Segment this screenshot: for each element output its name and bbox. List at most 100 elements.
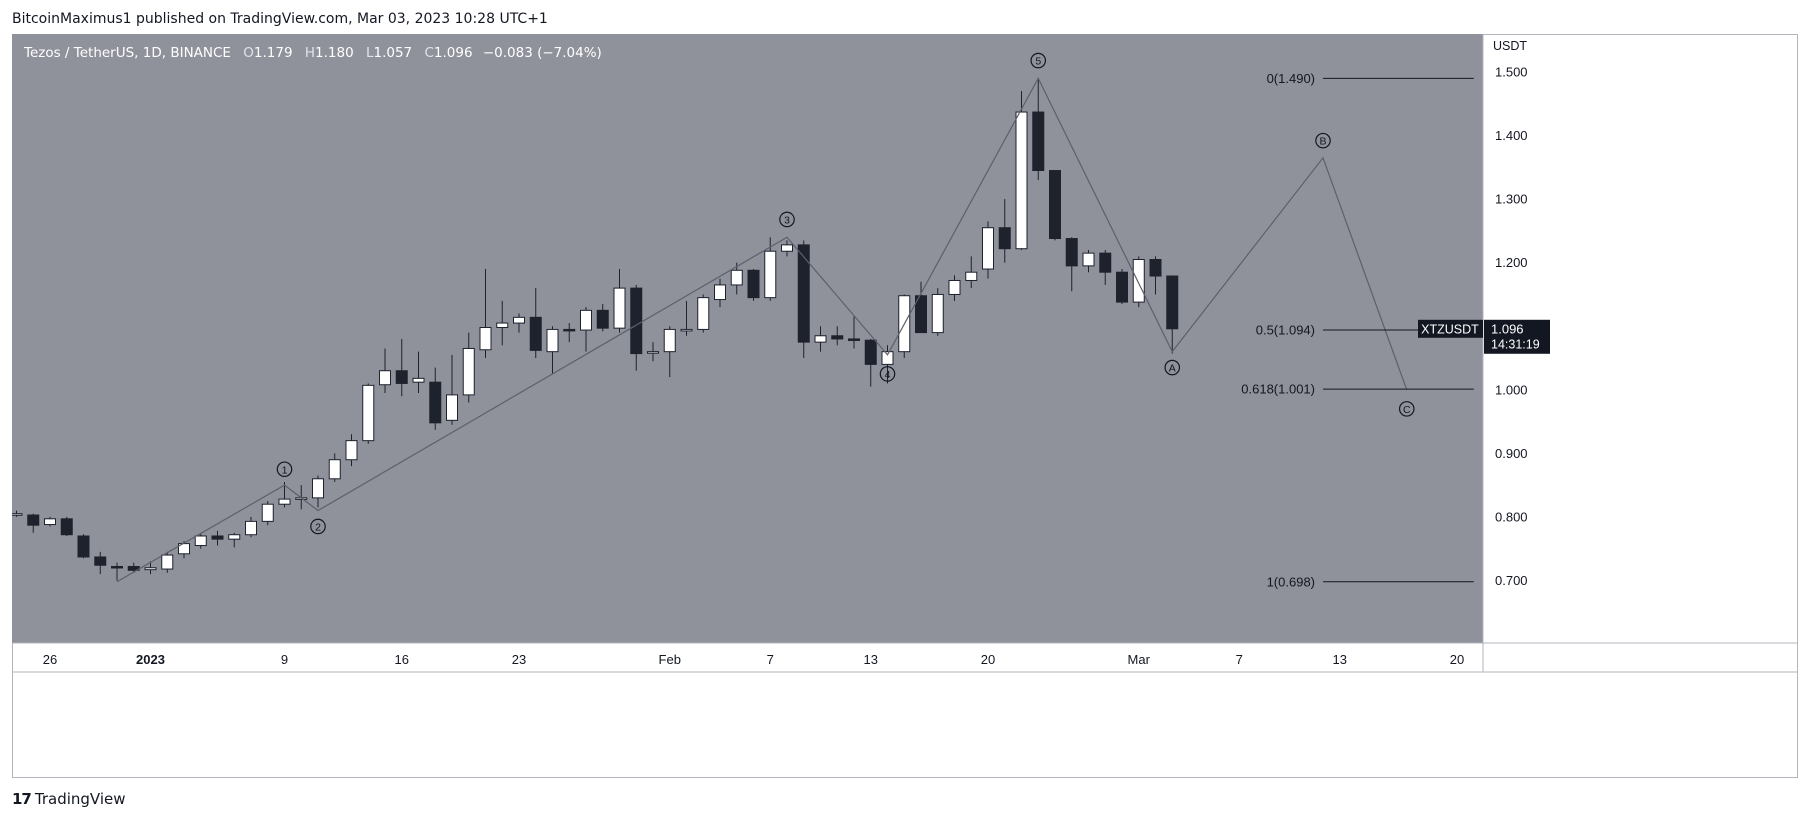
candle-body-up	[781, 244, 793, 252]
candle-body-down	[1032, 111, 1045, 172]
wave-label-5: 5	[1030, 52, 1047, 69]
candle-body-up	[647, 351, 659, 354]
candle-body-up	[245, 520, 257, 536]
candle	[881, 345, 894, 384]
candle-body-down	[529, 316, 542, 351]
candle-body-up	[161, 554, 174, 570]
candle	[412, 351, 425, 393]
close-label: C	[424, 45, 434, 61]
candle-body-up	[278, 498, 291, 505]
candle	[998, 199, 1011, 263]
candle	[345, 434, 358, 467]
candle-body-up	[12, 513, 23, 516]
symbol-legend: Tezos / TetherUS, 1D, BINANCE O1.179 H1.…	[24, 45, 602, 61]
wave-label-text: C	[1403, 404, 1411, 416]
candle-body-up	[261, 503, 274, 522]
wave-label-3: 3	[779, 211, 795, 228]
x-tick-label: Feb	[659, 652, 681, 667]
y-axis-unit: USDT	[1493, 39, 1527, 53]
candle-body-up	[345, 440, 358, 461]
time-axis[interactable]: 26 2023 9 16 23 Feb 7 13 20 Mar 7 13 20	[43, 652, 1464, 667]
candle-body-down	[630, 287, 643, 355]
candle	[111, 562, 123, 581]
wave-label-circle	[310, 518, 326, 535]
candle-body-down	[1099, 252, 1112, 273]
candle-body-up	[613, 287, 626, 329]
candle-body-down	[1116, 271, 1128, 303]
high-value: 1.180	[315, 45, 354, 61]
symbol-title: Tezos / TetherUS, 1D, BINANCE	[24, 45, 231, 61]
candle-body-down	[429, 381, 442, 424]
candle-body-up	[328, 459, 341, 480]
x-tick-label: 13	[864, 652, 878, 667]
candle	[965, 256, 978, 289]
candle	[362, 383, 375, 444]
wave-label-text: 5	[1035, 56, 1041, 68]
candle	[1099, 249, 1112, 285]
fib-label: 0.5(1.094)	[1256, 323, 1315, 338]
candle-body-up	[580, 309, 592, 331]
candle	[395, 338, 408, 397]
candle	[797, 240, 810, 359]
close-value: 1.096	[433, 45, 473, 61]
candle-body-down	[1166, 275, 1179, 330]
candle-body-down	[998, 227, 1011, 250]
tradingview-brand: TradingView	[34, 790, 126, 808]
x-tick-label: 2023	[136, 652, 165, 667]
candle-body-up	[496, 322, 509, 329]
candle	[161, 551, 174, 573]
fib-levels-group: 0(1.490) 0.5(1.094) 0.618(1.001) 1(0.698)	[1241, 71, 1474, 589]
low-value: 1.057	[373, 45, 413, 61]
wave-label-text: 4	[885, 369, 891, 381]
candle	[446, 354, 458, 425]
publisher-line: BitcoinMaximus1 published on TradingView…	[12, 11, 548, 27]
wave-label-text: 1	[282, 464, 288, 476]
candle-body-up	[462, 347, 475, 396]
symbol-tag-bg	[1418, 319, 1483, 338]
wave-label-circle	[1030, 52, 1047, 69]
candle	[680, 300, 693, 336]
candle	[1149, 256, 1162, 295]
candle	[831, 326, 844, 346]
x-tick-label: 23	[512, 652, 526, 667]
candle-body-down	[77, 535, 90, 558]
change-value: −0.083 (−7.04%)	[482, 45, 602, 61]
wave-label-text: 2	[315, 521, 321, 533]
x-tick-label: 13	[1333, 652, 1347, 667]
low-label: L	[365, 45, 374, 61]
candle-body-up	[881, 351, 894, 365]
candle	[563, 323, 576, 343]
candle-body-down	[1049, 170, 1061, 240]
candle	[228, 532, 241, 548]
candle	[60, 516, 73, 536]
candles-group	[12, 78, 1179, 581]
wave-label-4: 4	[879, 366, 896, 382]
candle-body-up	[362, 384, 375, 442]
candle-body-up	[764, 250, 777, 299]
candle-body-down	[747, 269, 760, 299]
tradingview-footer-logo[interactable]: 17 TradingView	[12, 790, 126, 808]
wave-label-2: 2	[310, 518, 326, 535]
wave-label-a: A	[1164, 359, 1181, 376]
candle	[261, 501, 274, 526]
wave-label-circle	[779, 211, 795, 228]
candle-body-down	[1065, 238, 1078, 267]
candle	[864, 338, 877, 387]
open-label: O	[243, 45, 254, 61]
wave-label-circle	[1315, 132, 1331, 149]
candle-body-up	[965, 271, 978, 281]
candle	[931, 288, 944, 336]
candle-body-down	[111, 565, 123, 569]
candle	[1065, 237, 1078, 292]
candle	[781, 240, 793, 257]
candle-body-up	[730, 269, 743, 286]
y-tick-label: 1.300	[1495, 192, 1528, 207]
candle-body-down	[60, 518, 73, 536]
candle	[948, 275, 961, 301]
candle-body-down	[848, 338, 860, 341]
candle	[328, 453, 341, 482]
candle-body-up	[513, 316, 525, 324]
wave-overlay: 1 2 3 4 5 A B C	[116, 52, 1415, 583]
wave-label-c: C	[1398, 401, 1415, 417]
